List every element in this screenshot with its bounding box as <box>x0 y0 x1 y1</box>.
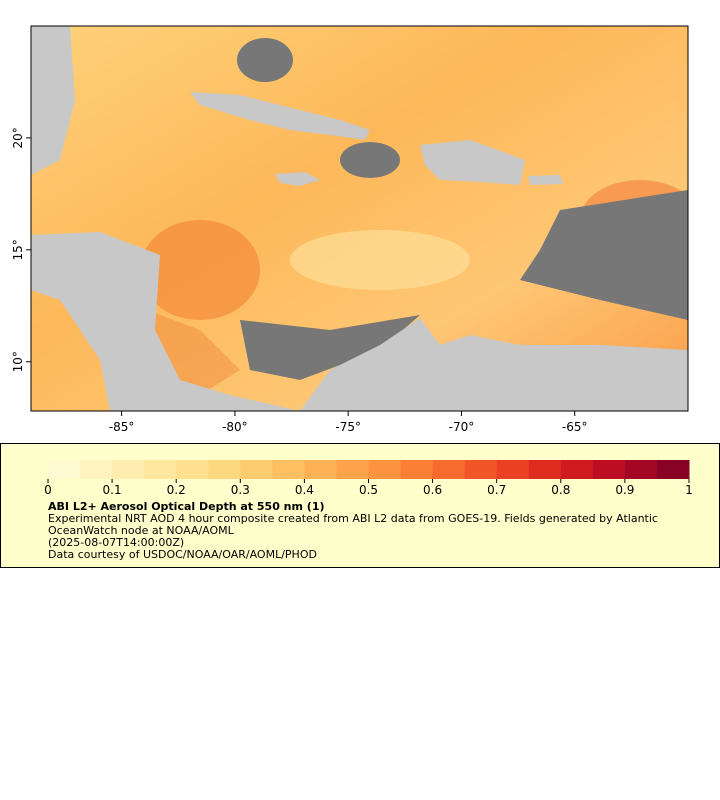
colorbar-tick-label: 1 <box>685 483 693 497</box>
colorbar-swatch <box>240 460 273 479</box>
land <box>300 318 688 411</box>
colorbar-swatch <box>592 460 626 479</box>
y-tick-label: 20° <box>11 127 25 148</box>
x-tick-label: -85° <box>109 420 135 434</box>
land <box>31 232 300 411</box>
colorbar-swatch <box>208 460 241 479</box>
colorbar-tick-label: 0.9 <box>615 483 634 497</box>
colorbar-swatch <box>432 460 466 479</box>
x-tick-label: -80° <box>222 420 248 434</box>
cloud-mask <box>520 190 688 320</box>
colorbar-swatch <box>560 460 594 479</box>
colorbar-swatch <box>496 460 530 479</box>
colorbar-tick-label: 0.3 <box>231 483 250 497</box>
map-area <box>31 26 688 411</box>
colorbar-swatch <box>368 460 402 479</box>
cloud-mask <box>240 315 420 380</box>
colorbar-swatch <box>144 460 177 479</box>
colorbar-swatch <box>336 460 369 479</box>
colorbar-swatch <box>112 460 145 479</box>
cloud-mask <box>340 142 400 178</box>
cloud-mask <box>237 38 293 82</box>
land <box>528 175 563 185</box>
map-frame <box>30 25 689 412</box>
colorbar-swatch <box>48 460 81 479</box>
legend: 0 0.1 0.2 0.3 0.4 0.5 0.6 0.7 0.8 0.9 1 ABI L2+ Ae… <box>0 443 720 568</box>
colorbar-tick-label: 0.1 <box>103 483 122 497</box>
colorbar-swatch <box>464 460 498 479</box>
colorbar-swatch <box>528 460 562 479</box>
map-figure: -85° -80° -75° -70° -65° 10° 15° 20° <box>11 25 689 434</box>
y-tick-label: 10° <box>11 351 25 372</box>
colorbar-swatch <box>400 460 434 479</box>
colorbar-swatch <box>624 460 658 479</box>
colorbar-title: ABI L2+ Aerosol Optical Depth at 550 nm … <box>48 500 325 513</box>
credit: Data courtesy of USDOC/NOAA/OAR/AOML/PHO… <box>48 548 317 561</box>
x-tick-label: -70° <box>449 420 475 434</box>
colorbar-tick-label: 0.4 <box>295 483 314 497</box>
aod-low <box>290 230 470 290</box>
colorbar-tick-label: 0.8 <box>551 483 570 497</box>
axes: -85° -80° -75° -70° -65° 10° 15° 20° <box>11 127 588 434</box>
description: Experimental NRT AOD 4 hour composite cr… <box>48 512 658 537</box>
colorbar-tick-label: 0.5 <box>359 483 378 497</box>
colorbar-swatch <box>80 460 113 479</box>
y-tick-label: 15° <box>11 239 25 260</box>
colorbar-tick-label: 0.2 <box>167 483 186 497</box>
land <box>190 92 370 140</box>
x-tick-label: -65° <box>562 420 588 434</box>
legend-text: ABI L2+ Aerosol Optical Depth at 550 nm … <box>48 501 688 561</box>
x-tick-label: -75° <box>335 420 361 434</box>
colorbar-tick-label: 0.7 <box>487 483 506 497</box>
land <box>275 172 320 186</box>
colorbar-tick-label: 0.6 <box>423 483 442 497</box>
land <box>420 140 525 185</box>
colorbar-tick-label: 0 <box>44 483 52 497</box>
colorbar-swatch <box>656 460 690 479</box>
colorbar: 0 0.1 0.2 0.3 0.4 0.5 0.6 0.7 0.8 0.9 1 <box>44 460 693 497</box>
colorbar-swatch <box>304 460 337 479</box>
land <box>31 26 75 175</box>
colorbar-swatch <box>272 460 305 479</box>
aod-plume <box>140 220 260 320</box>
colorbar-swatch <box>176 460 209 479</box>
timestamp: (2025-08-07T14:00:00Z) <box>48 536 185 549</box>
